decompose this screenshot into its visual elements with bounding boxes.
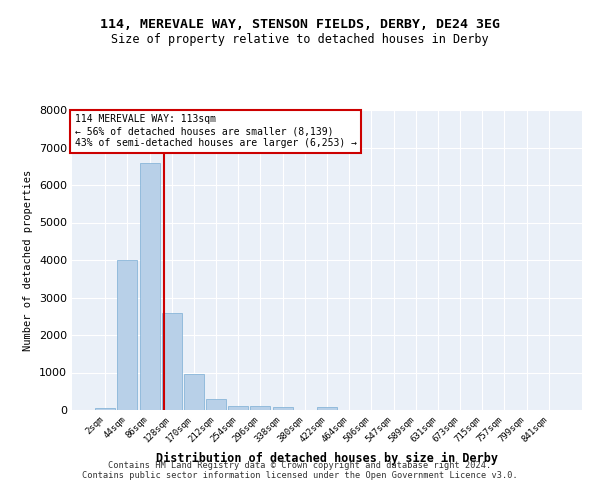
- Bar: [272, 407, 293, 410]
- Y-axis label: Number of detached properties: Number of detached properties: [23, 170, 34, 350]
- Bar: [140, 162, 160, 410]
- Text: 114, MEREVALE WAY, STENSON FIELDS, DERBY, DE24 3EG: 114, MEREVALE WAY, STENSON FIELDS, DERBY…: [100, 18, 500, 30]
- Bar: [184, 374, 204, 410]
- Bar: [206, 399, 226, 410]
- Bar: [317, 406, 337, 410]
- Bar: [95, 408, 115, 410]
- Text: Contains HM Land Registry data © Crown copyright and database right 2024.
Contai: Contains HM Land Registry data © Crown c…: [82, 460, 518, 480]
- Text: 114 MEREVALE WAY: 113sqm
← 56% of detached houses are smaller (8,139)
43% of sem: 114 MEREVALE WAY: 113sqm ← 56% of detach…: [74, 114, 356, 148]
- Bar: [228, 406, 248, 410]
- Bar: [250, 406, 271, 410]
- X-axis label: Distribution of detached houses by size in Derby: Distribution of detached houses by size …: [156, 452, 498, 466]
- Bar: [162, 312, 182, 410]
- Bar: [118, 260, 137, 410]
- Text: Size of property relative to detached houses in Derby: Size of property relative to detached ho…: [111, 32, 489, 46]
